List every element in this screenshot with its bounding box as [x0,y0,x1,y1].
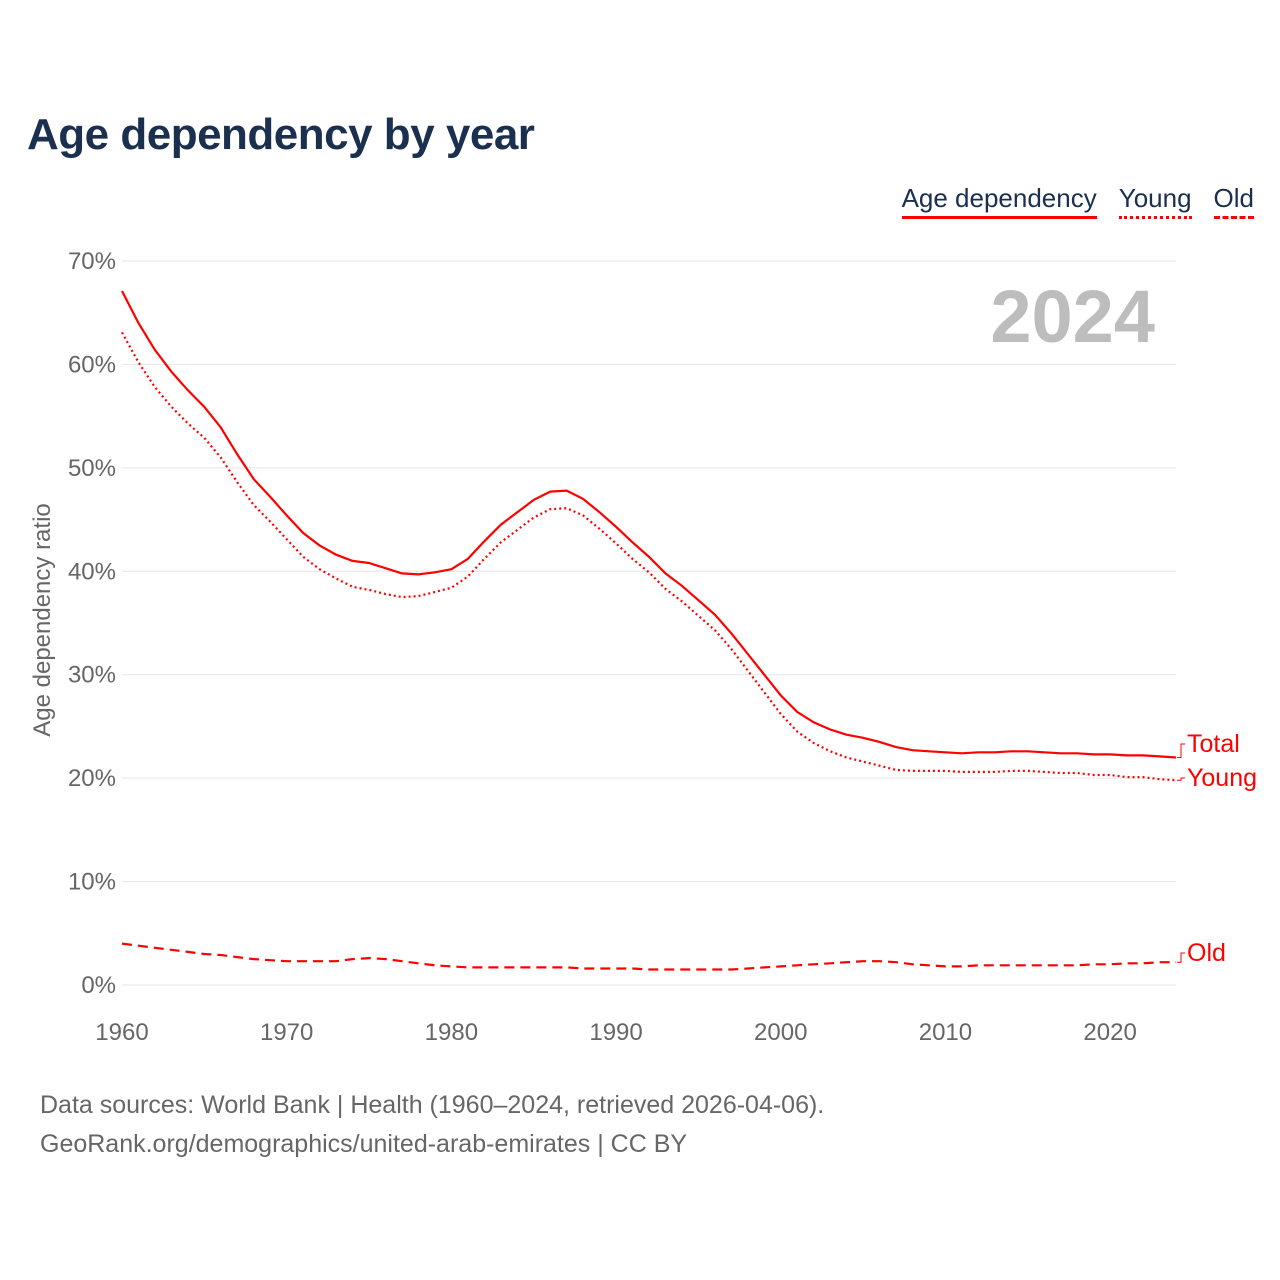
x-tick-label: 1980 [425,1019,478,1046]
x-tick-label: 2000 [754,1019,807,1046]
series-line-total [121,290,1177,759]
y-tick-label: 20% [68,765,116,792]
y-tick-label: 10% [68,869,116,896]
x-tick-label: 1970 [260,1019,313,1046]
legend-item-young[interactable]: Young [1118,183,1192,219]
attribution-text: GeoRank.org/demographics/united-arab-emi… [40,1130,688,1158]
y-tick-label: 60% [68,351,116,378]
x-axis-ticks: 1960 1970 1980 1990 2000 2010 2020 [95,1019,1137,1046]
x-tick-label: 1990 [589,1019,642,1046]
series-line-young [121,331,1177,782]
y-axis-label: Age dependency ratio [29,503,56,737]
series-lines [121,290,1177,971]
footer: Data sources: World Bank | Health (1960–… [40,1086,824,1164]
end-label-young: Young [1187,764,1257,792]
year-watermark: 2024 [990,275,1155,358]
end-labels: Total Young Old [1177,730,1257,967]
legend-item-age-dependency[interactable]: Age dependency [901,183,1097,219]
x-tick-label: 2020 [1083,1019,1136,1046]
y-axis-ticks: 0% 10% 20% 30% 40% 50% 60% 70% [68,248,116,999]
data-source-text: Data sources: World Bank | Health (1960–… [40,1091,825,1119]
y-tick-label: 40% [68,558,116,585]
end-label-old: Old [1187,939,1226,967]
chart-title: Age dependency by year [27,110,535,159]
end-label-connector [1177,743,1185,758]
end-label-total: Total [1187,730,1240,758]
legend-item-old[interactable]: Old [1213,183,1254,219]
gridlines [122,260,1176,986]
y-tick-label: 0% [81,972,116,999]
y-tick-label: 70% [68,248,116,275]
legend: Age dependency Young Old [901,183,1254,219]
x-tick-label: 1960 [95,1019,148,1046]
y-tick-label: 30% [68,662,116,689]
series-line-old [121,942,1176,971]
y-tick-label: 50% [68,455,116,482]
x-tick-label: 2010 [919,1019,972,1046]
end-label-connector [1177,777,1185,781]
end-label-connector [1177,952,1185,963]
